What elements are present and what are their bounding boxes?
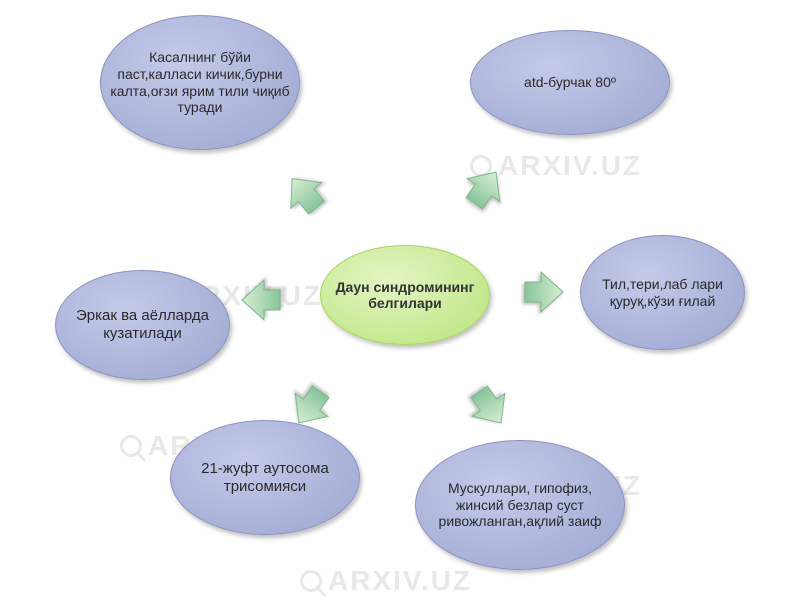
arrow-icon — [277, 166, 332, 221]
arrow-icon — [458, 161, 513, 215]
node-right: Тил,тери,лаб лари қуруқ,кўзи ғилай — [580, 235, 745, 350]
arrow-icon — [525, 272, 563, 312]
node-bottom-right: Мускуллари, гипофиз, жинсий безлар суст … — [415, 440, 625, 570]
node-left: Эркак ва аёлларда кузатилади — [55, 270, 230, 380]
node-bottom-left: 21-жуфт аутосома трисомияси — [170, 420, 360, 535]
arrow-icon — [463, 380, 518, 434]
center-label: Даун синдромининг белгилари — [321, 279, 489, 311]
watermark: ARXIV.UZ — [300, 565, 472, 597]
arrow-icon — [242, 280, 280, 320]
node-label: Мускуллари, гипофиз, жинсий безлар суст … — [424, 480, 616, 530]
watermark-text: ARXIV.UZ — [328, 565, 472, 597]
node-top-left: Касалнинг бўйи паст,калласи кичик,бурни … — [100, 15, 300, 150]
node-label: atd-бурчак 80º — [524, 74, 616, 91]
watermark-text: ARXIV.UZ — [498, 150, 642, 182]
center-node: Даун синдромининг белгилари — [320, 245, 490, 345]
node-top-right: atd-бурчак 80º — [470, 30, 670, 135]
node-label: Эркак ва аёлларда кузатилади — [64, 307, 221, 343]
node-label: Тил,тери,лаб лари қуруқ,кўзи ғилай — [589, 276, 736, 310]
node-label: 21-жуфт аутосома трисомияси — [179, 460, 351, 496]
watermark: ARXIV.UZ — [470, 150, 642, 182]
node-label: Касалнинг бўйи паст,калласи кичик,бурни … — [109, 49, 291, 116]
